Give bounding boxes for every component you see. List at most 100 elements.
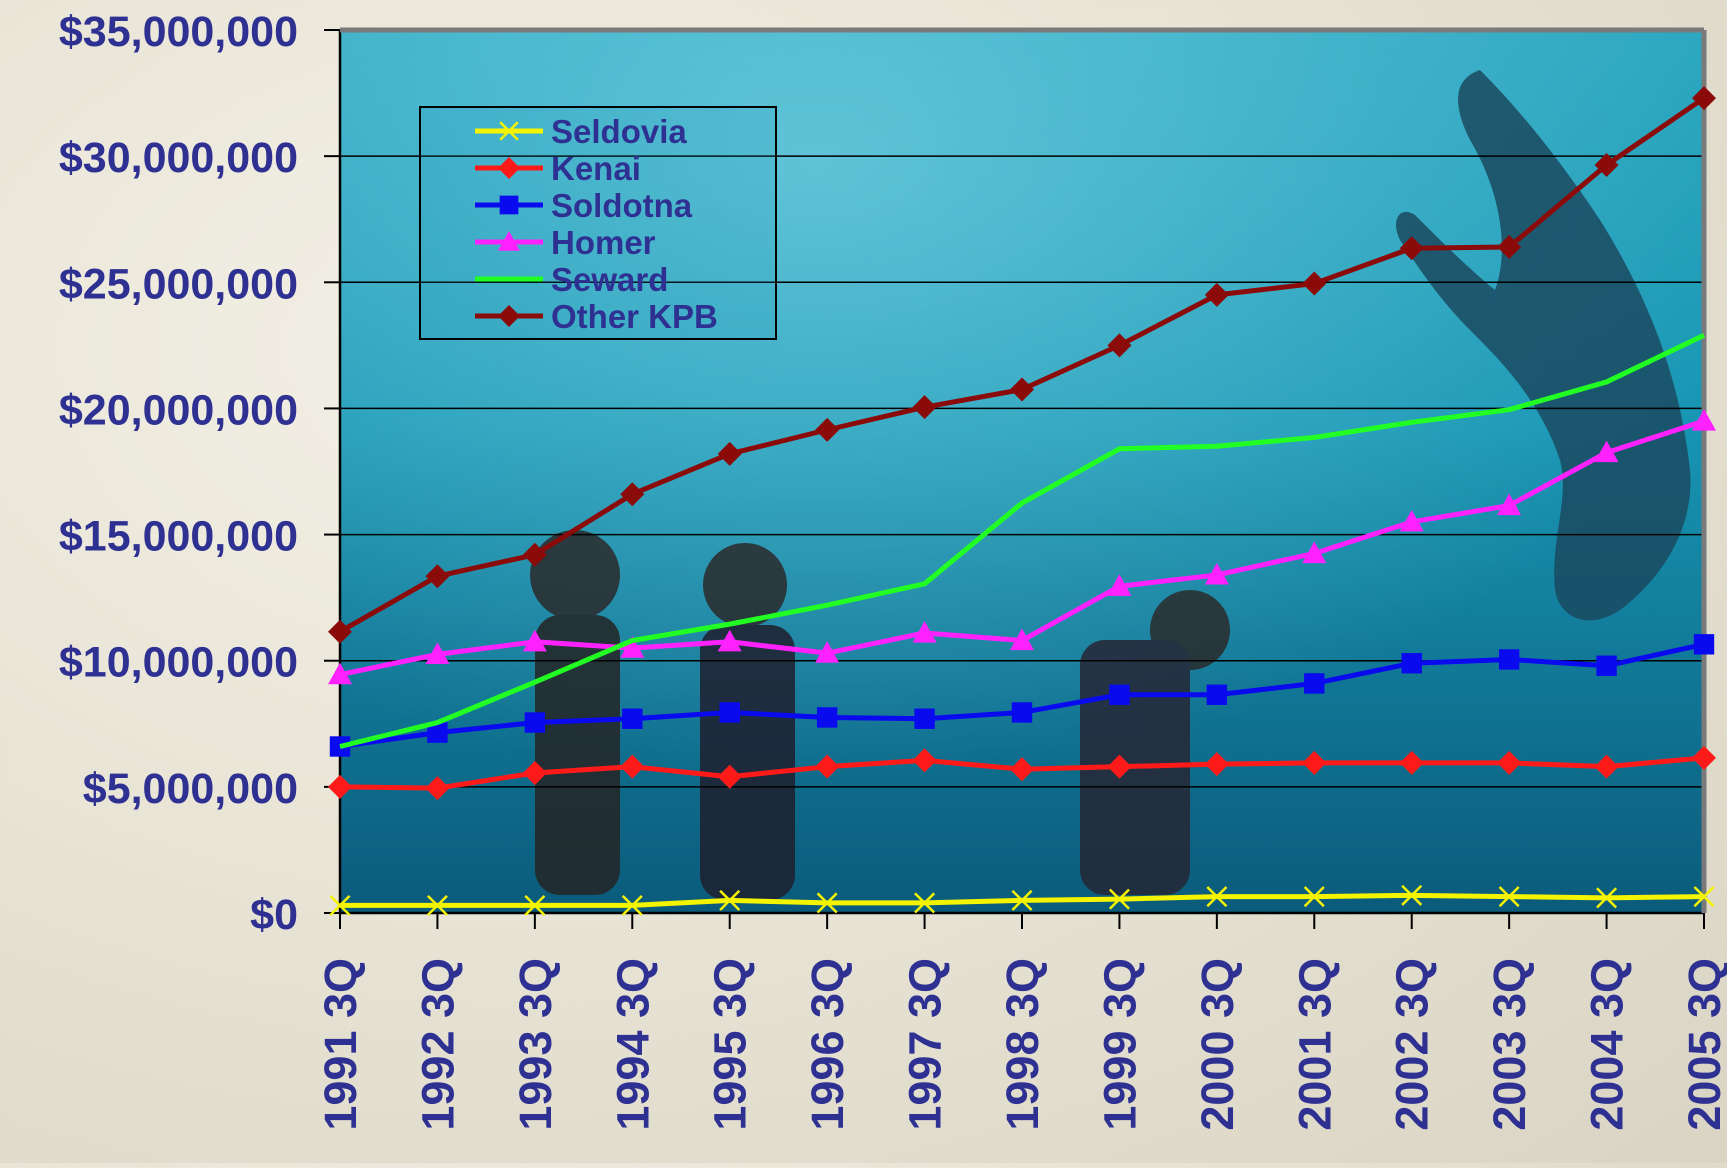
data-point <box>1204 752 1229 777</box>
data-point <box>522 760 547 785</box>
data-point <box>1108 888 1130 910</box>
series-line <box>339 333 1706 749</box>
x-tick-label: 1991 3Q <box>315 958 366 1131</box>
data-point <box>815 641 840 663</box>
data-point <box>815 417 840 442</box>
y-tick-label: $35,000,000 <box>59 8 298 56</box>
legend-item: Soldotna <box>475 187 693 224</box>
data-point <box>1302 271 1327 296</box>
data-point <box>522 542 547 567</box>
data-point <box>1109 684 1130 705</box>
legend-label: Seward <box>551 261 668 298</box>
data-point <box>816 707 838 728</box>
series <box>328 86 1716 916</box>
x-tick-label: 2000 3Q <box>1192 958 1243 1131</box>
child-silhouette-1-body <box>535 615 620 895</box>
data-point <box>427 722 448 743</box>
y-tick-label: $20,000,000 <box>59 386 298 434</box>
data-point <box>1399 509 1424 532</box>
x-tick-label: 2003 3Q <box>1484 958 1535 1131</box>
data-point <box>1011 702 1033 723</box>
data-point <box>1693 886 1715 908</box>
data-point <box>499 121 519 141</box>
data-point <box>1304 673 1325 694</box>
data-point <box>1497 750 1522 775</box>
data-point <box>1010 628 1034 651</box>
data-point <box>1206 886 1228 908</box>
data-point <box>1303 886 1325 908</box>
data-point <box>1011 889 1033 911</box>
y-tick-label: $30,000,000 <box>59 134 298 182</box>
data-point <box>1594 440 1619 463</box>
data-point <box>1498 886 1520 908</box>
data-point <box>717 441 742 466</box>
data-point <box>1010 377 1034 402</box>
legend-item: Seldovia <box>475 113 687 150</box>
data-point <box>1302 541 1327 564</box>
data-point <box>1107 333 1132 358</box>
data-point <box>620 636 645 658</box>
x-tick-label: 1994 3Q <box>607 958 658 1131</box>
data-point <box>498 157 520 179</box>
data-point <box>1399 236 1424 261</box>
data-point <box>816 892 838 914</box>
x-tick-label: 1995 3Q <box>705 958 756 1131</box>
x-tick-label: 1998 3Q <box>997 958 1048 1131</box>
data-point <box>1692 86 1716 111</box>
legend-item: Kenai <box>475 150 641 187</box>
x-tick-label: 1996 3Q <box>802 958 853 1131</box>
data-point <box>815 754 840 779</box>
data-point <box>1399 750 1424 775</box>
series-soldotna <box>329 634 1715 757</box>
data-point <box>1692 745 1716 770</box>
data-point <box>1692 409 1716 431</box>
data-point <box>1596 655 1617 676</box>
series-homer <box>328 409 1716 685</box>
x-tick-label: 1999 3Q <box>1094 958 1145 1131</box>
data-point <box>1596 887 1618 909</box>
x-tick-label: 1992 3Q <box>412 958 463 1131</box>
data-point <box>1206 684 1228 705</box>
data-point <box>717 764 742 789</box>
data-point <box>328 619 352 644</box>
y-tick-label: $25,000,000 <box>59 260 298 308</box>
data-point <box>1401 653 1422 674</box>
legend-label: Soldotna <box>551 187 693 224</box>
legend-label: Seldovia <box>551 113 687 150</box>
data-point <box>620 754 645 779</box>
x-tick-labels: 1991 3Q 1992 3Q 1993 3Q 1994 3Q 1995 3Q 1996 … <box>315 958 1727 1131</box>
legend-item: Seward <box>475 261 668 298</box>
data-point <box>328 662 352 685</box>
data-point <box>1204 562 1229 585</box>
data-point <box>620 482 645 507</box>
data-point <box>498 231 520 251</box>
y-tick-label: $0 <box>250 891 298 939</box>
series-seldovia <box>329 884 1715 916</box>
legend-item: Other KPB <box>475 298 718 335</box>
series-other-kpb <box>328 86 1716 644</box>
sea-lion-silhouette <box>1395 70 1691 621</box>
data-point <box>499 195 519 215</box>
data-point <box>1401 884 1423 906</box>
x-tick-label: 2001 3Q <box>1289 958 1340 1131</box>
data-point <box>914 708 935 729</box>
data-point <box>1497 234 1522 259</box>
y-tick-label: $15,000,000 <box>59 513 298 561</box>
data-point <box>719 889 741 911</box>
legend-label: Other KPB <box>551 298 718 335</box>
data-point <box>1302 750 1327 775</box>
data-point <box>425 776 450 801</box>
data-point <box>1693 634 1715 655</box>
x-tick-label: 1993 3Q <box>510 958 561 1131</box>
data-point <box>1497 493 1522 516</box>
data-point <box>717 629 742 652</box>
data-point <box>426 894 448 916</box>
y-tick-labels: $0 $5,000,000 $10,000,000 $15,000,000 $20,00… <box>59 8 298 939</box>
decorative-photo-silhouettes <box>530 70 1691 900</box>
data-point <box>1594 754 1619 779</box>
data-point <box>621 894 643 916</box>
